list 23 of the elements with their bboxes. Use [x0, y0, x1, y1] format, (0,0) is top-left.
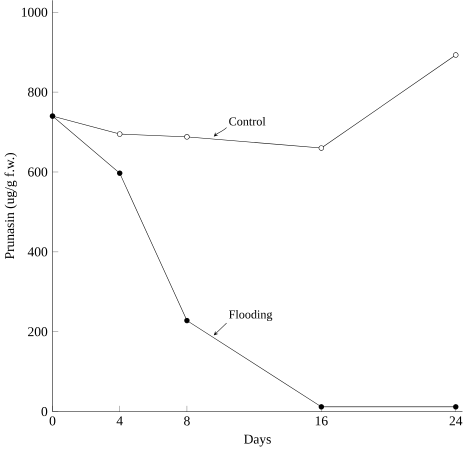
- x-tick-label: 8: [184, 416, 190, 426]
- y-tick-label: 200: [28, 327, 48, 336]
- point: [117, 131, 122, 137]
- point: [453, 404, 458, 410]
- y-tick-label: 0: [42, 407, 48, 416]
- y-tick-label: 600: [28, 167, 48, 177]
- point: [184, 134, 190, 140]
- point: [117, 170, 122, 176]
- y-tick-label: 400: [28, 247, 48, 256]
- series-label: Control: [229, 117, 266, 126]
- y-axis-title: Prunasin (ug/g f.w.): [4, 153, 17, 260]
- point: [318, 404, 324, 410]
- point: [453, 52, 458, 58]
- x-axis-title: Days: [244, 434, 271, 446]
- y-tick-label: 800: [28, 88, 48, 97]
- x-tick-label: 4: [116, 416, 123, 426]
- series-label: Flooding: [229, 310, 272, 322]
- y-tick-label: 1000: [22, 8, 48, 17]
- x-tick-label: 0: [50, 416, 56, 426]
- x-tick-label: 24: [450, 416, 462, 426]
- point: [318, 145, 324, 151]
- x-tick-label: 16: [316, 416, 328, 426]
- point: [184, 318, 190, 324]
